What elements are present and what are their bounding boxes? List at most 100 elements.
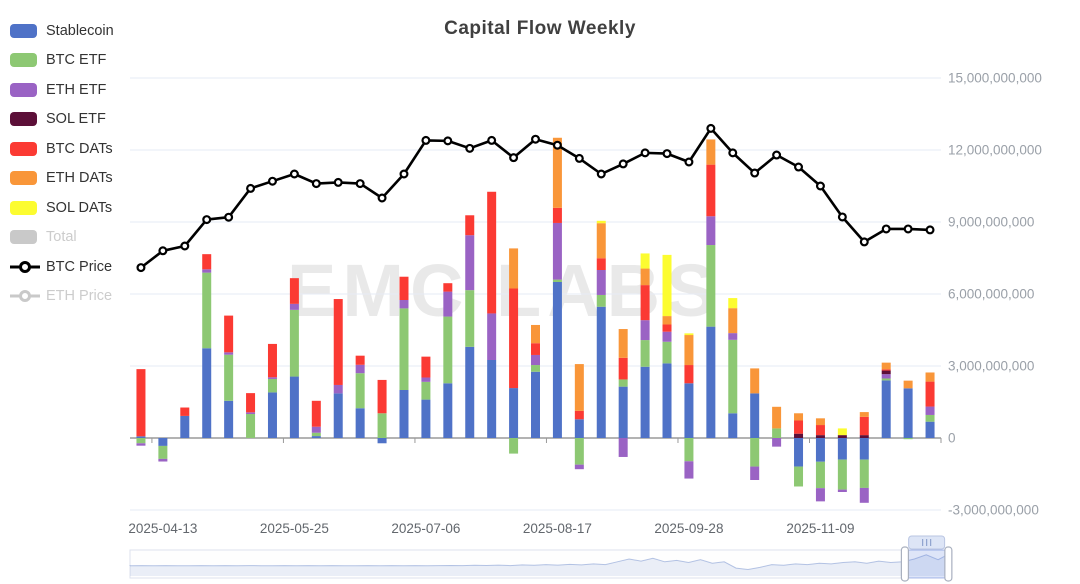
btc-price-point[interactable]: [224, 212, 234, 222]
legend-item-stablecoin[interactable]: Stablecoin: [10, 16, 114, 46]
btc-price-point[interactable]: [837, 212, 847, 222]
btc-price-point[interactable]: [903, 224, 913, 234]
legend-item-btc-price[interactable]: BTC Price: [10, 252, 114, 282]
bar-segment-eth-dats[interactable]: [574, 364, 584, 411]
bar-segment-btc-etf[interactable]: [355, 373, 365, 409]
bar-segment-stablecoin[interactable]: [465, 346, 475, 438]
bar-segment-sol-etf[interactable]: [859, 435, 869, 438]
bar-segment-sol-etf[interactable]: [815, 435, 825, 438]
bar-segment-btc-etf[interactable]: [815, 461, 825, 489]
btc-price-point[interactable]: [399, 169, 409, 179]
bar-segment-btc-etf[interactable]: [509, 438, 519, 454]
legend-item-sol-dats[interactable]: SOL DATs: [10, 193, 114, 223]
bar-segment-btc-dats[interactable]: [355, 355, 365, 365]
bar-segment-stablecoin[interactable]: [574, 419, 584, 438]
bar-segment-eth-etf[interactable]: [267, 377, 277, 379]
bar-segment-stablecoin[interactable]: [136, 436, 146, 438]
bar-segment-btc-dats[interactable]: [202, 254, 212, 270]
bar-segment-btc-etf[interactable]: [925, 414, 935, 422]
bar-segment-eth-etf[interactable]: [202, 269, 212, 273]
bar-segment-stablecoin[interactable]: [662, 363, 672, 438]
bar-segment-btc-etf[interactable]: [311, 432, 321, 437]
bar-segment-eth-dats[interactable]: [772, 406, 782, 429]
bar-segment-btc-etf[interactable]: [224, 354, 234, 401]
btc-price-point[interactable]: [684, 157, 694, 167]
bar-segment-eth-dats[interactable]: [596, 223, 606, 259]
btc-price-point[interactable]: [640, 148, 650, 158]
bar-segment-btc-dats[interactable]: [136, 369, 146, 437]
bar-segment-btc-etf[interactable]: [289, 309, 299, 377]
bar-segment-eth-etf[interactable]: [465, 235, 475, 291]
bar-segment-stablecoin[interactable]: [180, 415, 190, 438]
bar-segment-btc-etf[interactable]: [794, 466, 804, 487]
bar-segment-btc-etf[interactable]: [465, 290, 475, 347]
bar-segment-stablecoin[interactable]: [289, 376, 299, 438]
bar-segment-eth-etf[interactable]: [750, 466, 760, 480]
bar-segment-eth-etf[interactable]: [881, 374, 891, 379]
bar-segment-eth-etf[interactable]: [421, 377, 431, 382]
btc-price-point[interactable]: [794, 162, 804, 172]
bar-segment-sol-etf[interactable]: [881, 370, 891, 375]
bar-segment-btc-dats[interactable]: [815, 425, 825, 436]
bar-segment-btc-dats[interactable]: [246, 393, 256, 413]
bar-segment-eth-dats[interactable]: [903, 380, 913, 389]
bar-segment-stablecoin[interactable]: [903, 388, 913, 438]
bar-segment-stablecoin[interactable]: [355, 408, 365, 438]
bar-segment-btc-dats[interactable]: [925, 381, 935, 407]
btc-price-point[interactable]: [815, 181, 825, 191]
bar-segment-btc-etf[interactable]: [706, 245, 716, 327]
bar-segment-stablecoin[interactable]: [531, 371, 540, 438]
bar-segment-btc-etf[interactable]: [377, 413, 387, 438]
bar-segment-eth-etf[interactable]: [574, 464, 584, 470]
bar-segment-stablecoin[interactable]: [859, 438, 869, 460]
bar-segment-eth-etf[interactable]: [531, 354, 540, 366]
bar-segment-eth-dats[interactable]: [531, 324, 540, 344]
btc-price-point[interactable]: [136, 263, 146, 273]
bar-segment-stablecoin[interactable]: [421, 399, 431, 438]
bar-segment-btc-etf[interactable]: [158, 445, 168, 459]
bar-segment-btc-etf[interactable]: [728, 339, 738, 414]
btc-price-point[interactable]: [728, 148, 738, 158]
bar-segment-btc-dats[interactable]: [662, 324, 672, 332]
bar-segment-btc-dats[interactable]: [377, 379, 387, 414]
bar-segment-btc-dats[interactable]: [509, 288, 519, 389]
bar-segment-btc-dats[interactable]: [180, 407, 190, 416]
bar-segment-stablecoin[interactable]: [750, 393, 760, 438]
bar-segment-eth-dats[interactable]: [706, 139, 716, 165]
bar-segment-sol-dats[interactable]: [837, 428, 847, 436]
bar-segment-btc-dats[interactable]: [443, 283, 453, 292]
btc-price-point[interactable]: [465, 143, 475, 153]
bar-segment-btc-etf[interactable]: [574, 438, 584, 465]
legend-item-sol-etf[interactable]: SOL ETF: [10, 105, 114, 135]
bar-segment-stablecoin[interactable]: [552, 282, 562, 438]
bar-segment-eth-dats[interactable]: [815, 418, 825, 426]
bar-segment-btc-etf[interactable]: [267, 378, 277, 393]
bar-segment-btc-dats[interactable]: [640, 285, 650, 321]
btc-price-point[interactable]: [706, 123, 716, 133]
bar-segment-eth-dats[interactable]: [552, 137, 562, 208]
bar-segment-btc-etf[interactable]: [837, 459, 847, 490]
bar-segment-eth-etf[interactable]: [815, 488, 825, 502]
bar-segment-sol-dats[interactable]: [728, 298, 738, 309]
bar-segment-eth-dats[interactable]: [794, 413, 804, 421]
btc-price-point[interactable]: [333, 177, 343, 187]
bar-segment-btc-dats[interactable]: [224, 315, 234, 353]
bar-segment-eth-etf[interactable]: [355, 364, 365, 374]
navigator-selection[interactable]: [904, 549, 949, 579]
btc-price-point[interactable]: [509, 153, 519, 163]
bar-segment-stablecoin[interactable]: [509, 388, 519, 438]
bar-segment-eth-etf[interactable]: [158, 458, 168, 462]
bar-segment-eth-etf[interactable]: [837, 489, 847, 492]
bar-segment-eth-dats[interactable]: [662, 316, 672, 325]
bar-segment-btc-dats[interactable]: [311, 400, 321, 427]
bar-segment-stablecoin[interactable]: [618, 386, 628, 438]
bar-segment-sol-etf[interactable]: [794, 433, 804, 438]
bar-segment-eth-dats[interactable]: [618, 329, 628, 358]
bar-segment-stablecoin[interactable]: [794, 438, 804, 467]
btc-price-point[interactable]: [158, 246, 168, 256]
bar-segment-btc-dats[interactable]: [552, 207, 562, 223]
bar-segment-eth-etf[interactable]: [618, 438, 628, 457]
bar-segment-eth-dats[interactable]: [881, 362, 891, 370]
bar-segment-btc-etf[interactable]: [136, 438, 146, 444]
bar-segment-btc-etf[interactable]: [202, 272, 212, 349]
